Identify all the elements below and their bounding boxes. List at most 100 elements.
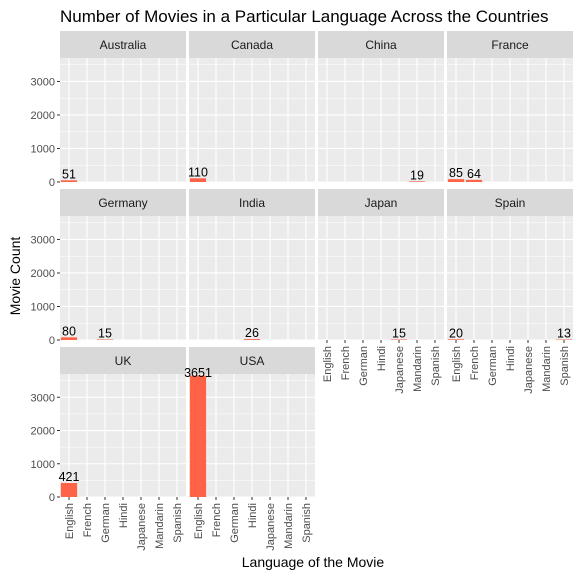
facet-strip bbox=[189, 189, 315, 216]
x-tick-label: Japanese bbox=[265, 503, 277, 551]
facet-strip-label: India bbox=[239, 196, 265, 210]
x-tick-label: German bbox=[487, 346, 499, 386]
chart-title: Number of Movies in a Particular Languag… bbox=[60, 7, 549, 26]
x-tick-label: Mandarin bbox=[412, 346, 424, 392]
facet-usa: USA 3651 English French German Hindi Japanese M… bbox=[184, 347, 315, 551]
x-tick-label: German bbox=[100, 503, 112, 543]
bar bbox=[447, 339, 465, 340]
facet-strip bbox=[60, 347, 186, 374]
bar bbox=[189, 178, 207, 182]
facet-strip bbox=[60, 189, 186, 216]
x-tick-label: Mandarin bbox=[283, 503, 295, 549]
bar bbox=[96, 339, 114, 340]
bar-data-label: 13 bbox=[557, 327, 571, 341]
x-tick-label: Hindi bbox=[376, 346, 388, 371]
bar-data-label: 19 bbox=[410, 168, 424, 182]
bar bbox=[390, 339, 408, 340]
x-tick-label: English bbox=[64, 503, 76, 539]
facet-uk: UK 421 0 1000 2000 3000 English French German Hin… bbox=[31, 347, 186, 551]
facet-strip-label: Spain bbox=[495, 196, 526, 210]
y-tick-label: 1000 bbox=[31, 301, 55, 313]
x-tick-label: Hindi bbox=[118, 503, 130, 528]
facet-strip-label: France bbox=[491, 38, 529, 52]
bar-data-label: 421 bbox=[59, 470, 80, 484]
y-tick-label: 0 bbox=[49, 492, 55, 504]
facet-china: China 19 bbox=[318, 31, 444, 183]
y-tick-label: 1000 bbox=[31, 459, 55, 471]
bar bbox=[465, 179, 483, 182]
x-tick-label: German bbox=[229, 503, 241, 543]
bar bbox=[189, 375, 207, 497]
y-axis-title: Movie Count bbox=[7, 237, 23, 316]
facet-strip-label: UK bbox=[115, 354, 132, 368]
bar-data-label: 20 bbox=[449, 326, 463, 340]
y-tick-label: 3000 bbox=[31, 76, 55, 88]
x-tick-label: Japanese bbox=[136, 503, 148, 551]
x-tick-label: English bbox=[322, 346, 334, 382]
x-tick-label: Spanish bbox=[172, 503, 184, 543]
facet-india: India 26 bbox=[189, 189, 315, 341]
facet-strip-label: China bbox=[365, 38, 397, 52]
bar bbox=[60, 337, 78, 340]
bar bbox=[447, 179, 465, 182]
facet-australia: Australia 51 0 1000 2000 3000 bbox=[31, 31, 186, 189]
x-tick-label: Hindi bbox=[505, 346, 517, 371]
facet-strip bbox=[60, 31, 186, 58]
facet-strip bbox=[447, 31, 573, 58]
bar bbox=[60, 483, 78, 497]
facet-japan: Japan 15 English French German Hindi Japanese M… bbox=[318, 189, 444, 394]
x-tick-label: French bbox=[82, 503, 94, 537]
y-tick-label: 3000 bbox=[31, 234, 55, 246]
y-tick-label: 3000 bbox=[31, 392, 55, 404]
facets-layer: Australia510100020003000Canada110China19… bbox=[31, 31, 573, 551]
x-tick-label: Spanish bbox=[301, 503, 313, 543]
y-tick-label: 0 bbox=[49, 335, 55, 347]
y-tick-label: 0 bbox=[49, 177, 55, 189]
x-tick-label: German bbox=[358, 346, 370, 386]
x-tick-label: Japanese bbox=[523, 346, 535, 394]
facet-strip bbox=[189, 31, 315, 58]
bar bbox=[408, 181, 426, 182]
y-tick-label: 2000 bbox=[31, 110, 55, 122]
x-axis-title: Language of the Movie bbox=[242, 554, 385, 570]
bar-data-label: 80 bbox=[62, 324, 76, 338]
bar-data-label: 85 bbox=[449, 166, 463, 180]
bar-data-label: 64 bbox=[467, 167, 481, 181]
facet-strip bbox=[318, 189, 444, 216]
x-tick-label: Spanish bbox=[430, 346, 442, 386]
bar-data-label: 15 bbox=[98, 326, 112, 340]
bar-data-label: 3651 bbox=[184, 366, 212, 380]
facet-strip-label: USA bbox=[240, 354, 265, 368]
y-tick-label: 2000 bbox=[31, 426, 55, 438]
bar-data-label: 51 bbox=[62, 167, 76, 181]
facet-spain: Spain 20 13 English French German Hindi Japanes… bbox=[447, 189, 573, 394]
x-tick-label: Mandarin bbox=[541, 346, 553, 392]
x-tick-label: Spanish bbox=[559, 346, 571, 386]
facet-strip bbox=[318, 31, 444, 58]
facet-strip-label: Australia bbox=[100, 38, 147, 52]
facet-strip-label: Japan bbox=[365, 196, 398, 210]
facet-germany: Germany 80 15 0 1000 2000 3000 bbox=[31, 189, 186, 347]
x-tick-label: French bbox=[469, 346, 481, 380]
bar-data-label: 26 bbox=[245, 326, 259, 340]
y-tick-label: 2000 bbox=[31, 268, 55, 280]
x-tick-label: French bbox=[340, 346, 352, 380]
facet-strip bbox=[447, 189, 573, 216]
x-tick-label: Mandarin bbox=[154, 503, 166, 549]
bar bbox=[243, 339, 261, 340]
facet-strip bbox=[189, 347, 315, 374]
bar-data-label: 15 bbox=[392, 326, 406, 340]
facet-canada: Canada 110 bbox=[188, 31, 315, 183]
facet-strip-label: Germany bbox=[98, 196, 147, 210]
x-tick-label: English bbox=[451, 346, 463, 382]
x-tick-label: Hindi bbox=[247, 503, 259, 528]
y-tick-label: 1000 bbox=[31, 143, 55, 155]
bar bbox=[60, 180, 78, 182]
x-tick-label: English bbox=[193, 503, 205, 539]
facet-france: France 85 64 bbox=[447, 31, 573, 183]
x-tick-label: French bbox=[211, 503, 223, 537]
bar-data-label: 110 bbox=[188, 165, 208, 179]
facet-strip-label: Canada bbox=[231, 38, 273, 52]
x-tick-label: Japanese bbox=[394, 346, 406, 394]
